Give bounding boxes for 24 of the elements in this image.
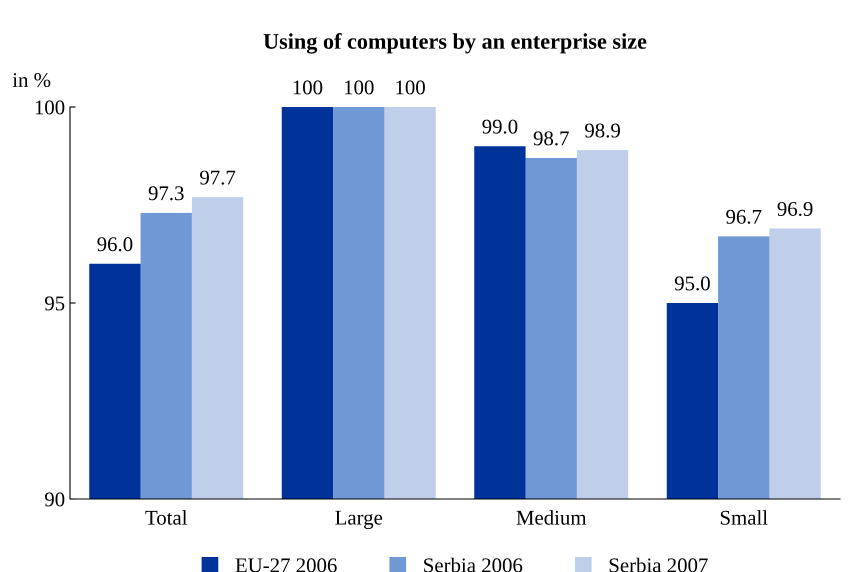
x-tick-label: Medium [516,510,586,525]
legend-label: Serbia 2007 [610,558,708,572]
data-label: 95.0 [674,276,710,291]
data-label: 99.0 [482,120,518,134]
data-label: 98.7 [534,131,569,146]
y-axis-title: in % [12,73,50,88]
data-label: 96.9 [778,202,812,216]
x-tick-label: Small [720,510,768,525]
x-tick-label: Total [145,510,188,525]
data-label: 100 [344,80,374,94]
legend-label: EU-27 2006 [236,558,337,572]
data-label: 100 [294,80,322,94]
data-label: 98.9 [585,123,620,138]
y-tick-label: 100 [36,100,64,114]
data-label: 100 [396,80,425,94]
data-label: 96.0 [97,237,132,252]
data-label: 97.7 [200,170,236,185]
chart-title: Using of computers by an enterprise size [264,33,646,54]
y-tick-label: 95 [44,296,64,310]
y-tick-label: 90 [44,492,64,506]
data-label: 97.3 [148,186,184,200]
legend-label: Serbia 2006 [424,558,522,572]
data-label: 96.7 [726,210,762,224]
x-tick-label: Large [335,510,382,530]
